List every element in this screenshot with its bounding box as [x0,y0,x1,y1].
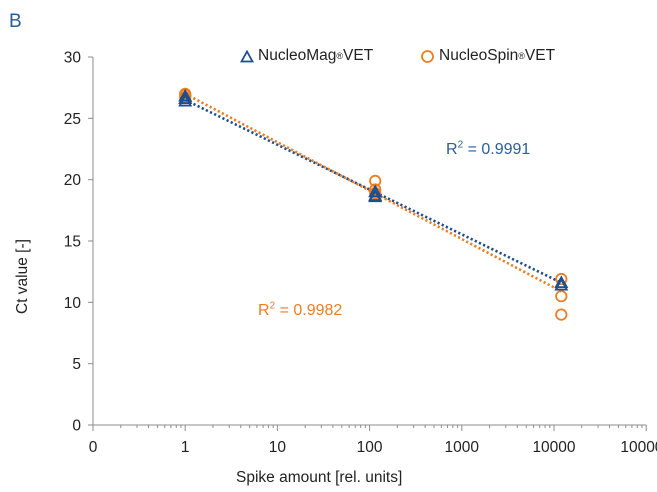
point-nucleospin [555,272,568,286]
x-axis-title: Spike amount [rel. units] [236,469,403,486]
r2-value-nucleospin: = 0.9982 [275,302,343,319]
y-tick-label: 25 [64,111,81,128]
x-tick-label: 1000 [445,439,480,456]
data-points [178,87,569,321]
legend-label-nucleospin: NucleoSpin [439,47,519,64]
x-tick-label: 10000 [532,439,575,456]
point-nucleomag [368,184,383,198]
legend-item-nucleospin: NucleoSpin ® VET [420,47,555,65]
y-tick-label: 0 [72,418,81,435]
tick-labels: 0 5 10 15 20 25 30 0 1 10 100 1000 10000 100000 [64,50,657,457]
y-tick-label: 20 [64,172,82,189]
r2-value-nucleomag: = 0.9991 [463,141,531,158]
point-nucleomag [554,277,569,291]
legend-suffix-nucleomag: VET [343,47,374,64]
r2-annotation-nucleospin: R2 = 0.9982 [258,300,343,320]
triangle-marker-icon [240,49,254,62]
point-nucleomag [554,275,569,289]
point-nucleomag [368,188,383,201]
x-tick-label: 100000 [620,439,657,456]
r2-annotation-nucleomag: R2 = 0.9991 [446,139,531,159]
panel-label: B [9,11,22,32]
point-nucleospin [179,87,192,100]
point-nucleomag [178,91,193,105]
x-tick-label: 0 [89,439,98,456]
r2-sup-nucleomag: 2 [457,139,464,151]
x-tick-label: 1 [181,439,190,456]
point-nucleospin [555,290,568,303]
legend-item-nucleomag: NucleoMag ® VET [240,47,373,65]
legend-label-nucleomag: NucleoMag [258,47,337,64]
circle-marker-icon [421,49,434,63]
x-tick-label: 100 [357,439,383,456]
point-nucleospin [555,308,568,321]
r2-prefix-nucleospin: R [258,302,270,319]
x-tick-label: 10 [269,439,287,456]
point-nucleospin [369,183,382,196]
y-axis-title: Ct value [-] [14,239,31,314]
y-tick-label: 30 [64,50,82,67]
axes [88,56,647,431]
r2-sup-nucleospin: 2 [269,300,276,312]
y-tick-label: 10 [64,295,82,312]
y-tick-label: 5 [72,356,81,373]
y-tick-label: 15 [64,234,81,251]
point-nucleomag [178,88,193,102]
legend-suffix-nucleospin: VET [524,47,556,64]
r2-prefix-nucleomag: R [446,141,458,158]
